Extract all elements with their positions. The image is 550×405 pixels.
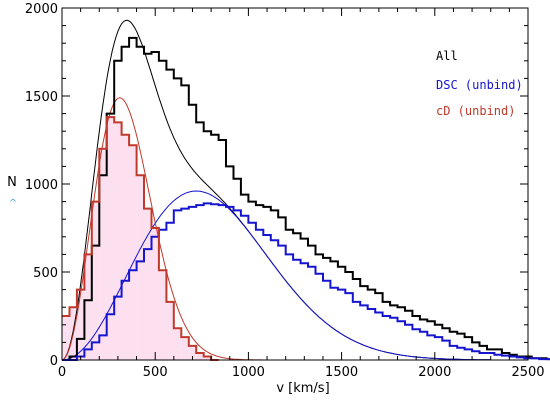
cd-shade-bar — [62, 316, 70, 360]
cd-shade-bar — [129, 145, 137, 360]
cd-shade-bar — [166, 301, 174, 360]
x-axis-ticks: 0 500 1000 1500 2000 2500 — [58, 8, 545, 380]
y-axis-ticks: 0 500 1000 1500 2000 — [25, 2, 528, 369]
cd-shade-bar — [173, 328, 182, 360]
cd-shade-bar — [136, 175, 145, 360]
histogram-series — [62, 36, 550, 361]
y-axis-label-mark: ^ — [9, 198, 17, 209]
y-tick-label: 1500 — [25, 90, 58, 105]
fit-curve — [61, 190, 491, 361]
cd-shade-bar — [188, 345, 197, 360]
legend-item-cd: cD (unbind) — [436, 104, 515, 118]
cd-shade-bar — [114, 122, 122, 361]
legend-item-all: All — [436, 49, 458, 63]
x-tick-label: 2500 — [511, 365, 544, 380]
histogram-series — [62, 202, 550, 361]
histogram-series — [62, 116, 219, 361]
x-axis-label: v [km/s] — [276, 381, 329, 396]
cd-shade-bar — [106, 117, 115, 361]
y-axis-label: N — [7, 175, 17, 190]
cd-shade-bar — [151, 228, 159, 360]
y-tick-label: 2000 — [25, 2, 58, 17]
cd-shade-bar — [196, 352, 204, 360]
cd-shade-bar — [203, 356, 212, 360]
cd-shade-bar — [121, 134, 130, 360]
cd-shade-bar — [181, 337, 189, 360]
cd-shade-bar — [158, 270, 167, 360]
x-tick-label: 1500 — [325, 365, 358, 380]
histograms — [62, 36, 550, 361]
x-tick-label: 500 — [143, 365, 168, 380]
x-tick-label: 0 — [58, 365, 66, 380]
cd-shade-bar — [144, 208, 152, 360]
x-tick-label: 1000 — [232, 365, 265, 380]
cd-shading — [62, 117, 212, 361]
cd-shade-bar — [84, 254, 92, 360]
x-tick-label: 2000 — [418, 365, 451, 380]
legend: All DSC (unbind) cD (unbind) — [436, 49, 523, 118]
cd-shade-bar — [76, 289, 85, 360]
y-tick-label: 500 — [33, 266, 58, 281]
legend-item-dsc: DSC (unbind) — [436, 78, 523, 92]
y-tick-label: 0 — [50, 354, 58, 369]
cd-shade-bar — [91, 201, 100, 360]
y-tick-label: 1000 — [25, 178, 58, 193]
cd-shade-bar — [99, 148, 107, 360]
